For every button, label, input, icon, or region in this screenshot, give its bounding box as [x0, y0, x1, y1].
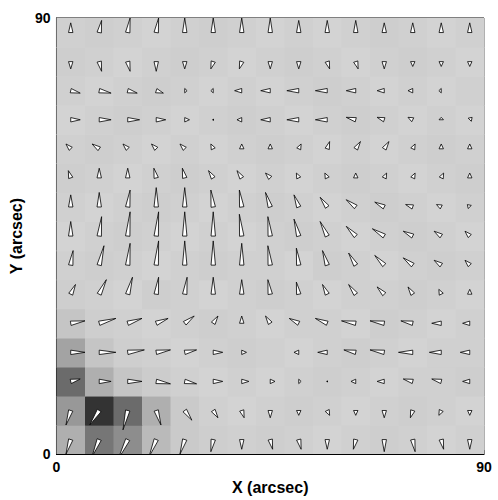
svg-text:X (arcsec): X (arcsec) [232, 479, 309, 496]
svg-text:90: 90 [476, 459, 492, 475]
svg-text:Y (arcsec): Y (arcsec) [8, 198, 25, 274]
svg-text:0: 0 [43, 446, 51, 462]
svg-text:90: 90 [35, 10, 51, 26]
svg-text:0: 0 [53, 459, 61, 475]
